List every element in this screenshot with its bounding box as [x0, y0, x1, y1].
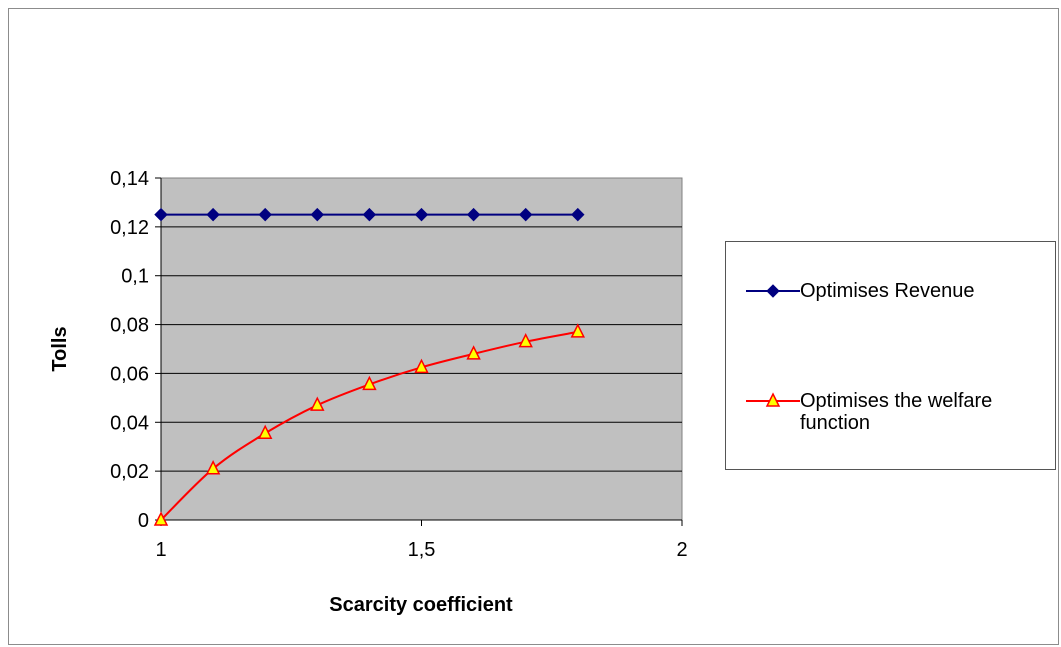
data-point-revenue [154, 207, 168, 222]
data-point-revenue [571, 207, 585, 222]
legend: Optimises Revenue Optimises the welfare … [725, 241, 1056, 470]
legend-label-revenue: Optimises Revenue [800, 280, 975, 302]
x-tick-label: 2 [676, 539, 687, 561]
y-tick-label: 0 [138, 510, 149, 532]
axis-layer: 0 0,02 0,04 0,06 0,08 0,1 0,12 0,14 1 1,5 2 [110, 168, 688, 561]
data-point-welfare [153, 511, 169, 526]
legend-swatch-revenue [746, 284, 800, 298]
x-tick-label: 1 [155, 539, 166, 561]
data-point-welfare [466, 345, 481, 360]
data-point-revenue [310, 207, 325, 222]
chart-frame: 0 0,02 0,04 0,06 0,08 0,1 0,12 0,14 1 1,5 2 Scarci… [8, 8, 1059, 645]
chart-svg: 0 0,02 0,04 0,06 0,08 0,1 0,12 0,14 1 1,5 2 Scarci… [49, 168, 688, 616]
data-point-revenue [362, 207, 377, 222]
y-tick-label: 0,06 [110, 363, 149, 385]
data-point-revenue [518, 207, 533, 222]
legend-swatch-welfare [746, 392, 800, 407]
x-tick-label: 1,5 [408, 539, 436, 561]
data-point-revenue [466, 207, 481, 222]
y-tick-label: 0,14 [110, 168, 149, 190]
data-point-welfare [414, 358, 429, 374]
series-layer [153, 207, 586, 526]
y-tick-label: 0,04 [110, 412, 149, 434]
grid-layer [161, 226, 682, 472]
data-point-revenue [206, 207, 220, 222]
data-point-revenue [258, 207, 272, 222]
x-axis-label: Scarcity coefficient [329, 594, 513, 616]
y-tick-label: 0,1 [121, 266, 149, 288]
plot-area [160, 177, 683, 521]
data-point-welfare [362, 375, 377, 391]
legend-label-welfare: Optimises the welfare function [800, 390, 993, 434]
data-point-revenue [414, 207, 429, 222]
data-point-welfare [205, 460, 221, 475]
y-tick-label: 0,02 [110, 461, 149, 483]
data-point-welfare [570, 323, 586, 338]
legend-item-welfare: Optimises the welfare function [746, 390, 1040, 434]
legend-item-revenue: Optimises Revenue [746, 280, 975, 302]
y-tick-label: 0,08 [110, 315, 149, 337]
data-point-welfare [257, 424, 273, 440]
y-axis-label: Tolls [49, 326, 71, 371]
y-tick-label: 0,12 [110, 217, 149, 239]
data-point-welfare [310, 396, 325, 411]
data-point-welfare [518, 332, 533, 348]
